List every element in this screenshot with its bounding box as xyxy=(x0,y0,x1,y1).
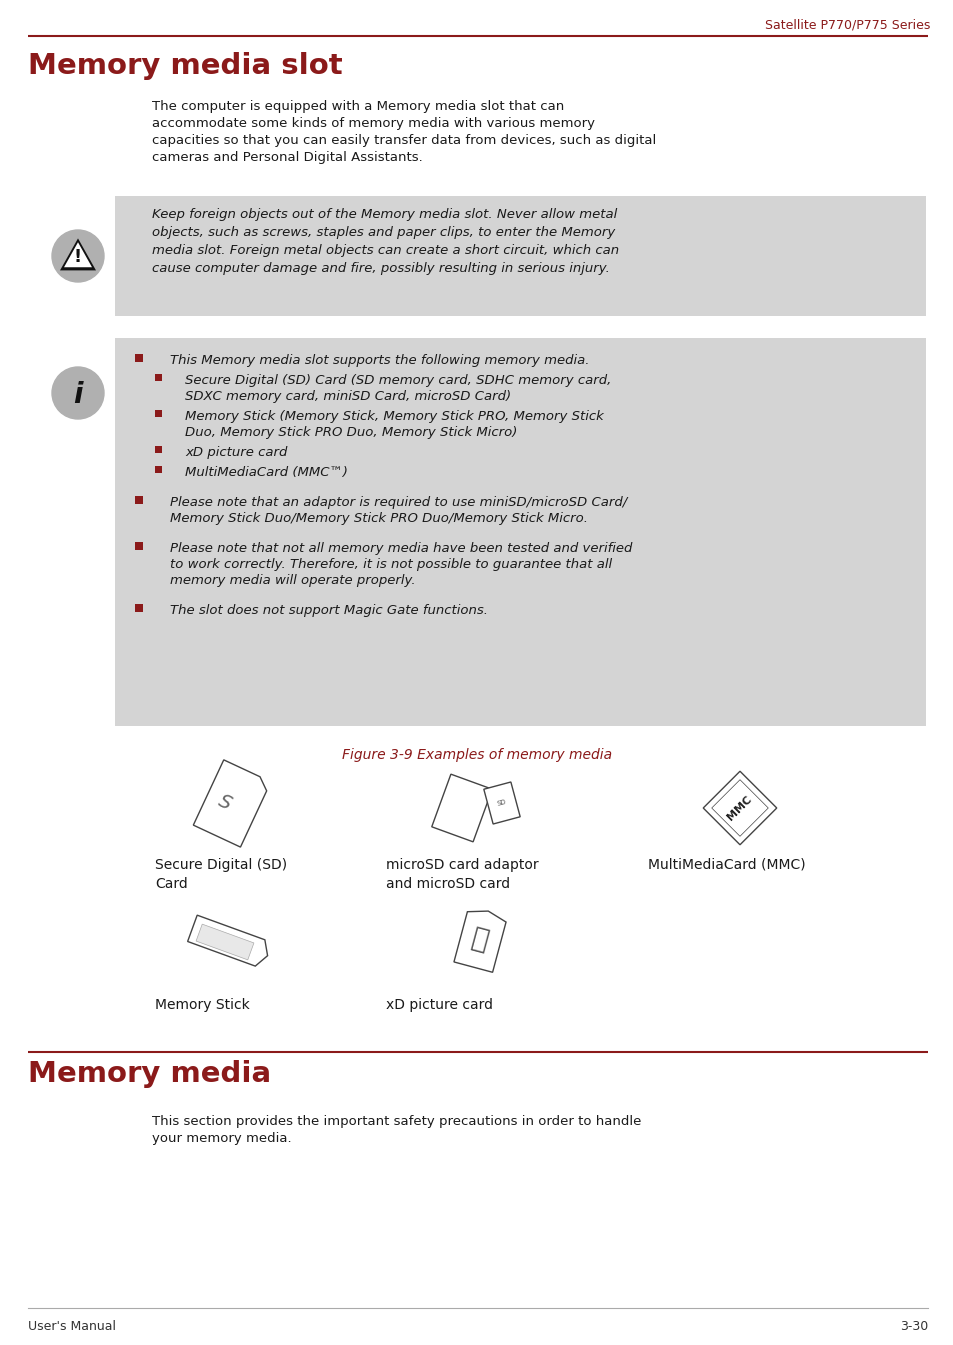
Text: Duo, Memory Stick PRO Duo, Memory Stick Micro): Duo, Memory Stick PRO Duo, Memory Stick … xyxy=(185,426,517,438)
Text: The slot does not support Magic Gate functions.: The slot does not support Magic Gate fun… xyxy=(170,604,488,617)
Text: The computer is equipped with a Memory media slot that can: The computer is equipped with a Memory m… xyxy=(152,100,563,113)
Circle shape xyxy=(52,367,104,420)
Text: i: i xyxy=(73,381,83,409)
Polygon shape xyxy=(702,771,776,845)
Text: Memory Stick Duo/Memory Stick PRO Duo/Memory Stick Micro.: Memory Stick Duo/Memory Stick PRO Duo/Me… xyxy=(170,512,587,525)
Text: Please note that an adaptor is required to use miniSD/microSD Card/: Please note that an adaptor is required … xyxy=(170,496,626,508)
Polygon shape xyxy=(64,242,91,268)
Text: Memory Stick (Memory Stick, Memory Stick PRO, Memory Stick: Memory Stick (Memory Stick, Memory Stick… xyxy=(185,410,603,422)
Text: SD: SD xyxy=(497,799,507,807)
Text: Memory media: Memory media xyxy=(28,1060,271,1088)
Text: S: S xyxy=(215,792,234,814)
Text: cameras and Personal Digital Assistants.: cameras and Personal Digital Assistants. xyxy=(152,151,422,164)
Bar xyxy=(154,410,162,417)
Polygon shape xyxy=(60,238,96,270)
Text: Satellite P770/P775 Series: Satellite P770/P775 Series xyxy=(763,17,929,31)
Text: microSD card adaptor
and microSD card: microSD card adaptor and microSD card xyxy=(386,858,538,892)
Text: !: ! xyxy=(74,247,82,266)
Bar xyxy=(154,447,162,453)
Text: User's Manual: User's Manual xyxy=(28,1319,116,1333)
Polygon shape xyxy=(188,915,267,966)
Polygon shape xyxy=(193,760,267,847)
Text: Memory Stick: Memory Stick xyxy=(154,998,250,1011)
Text: 3-30: 3-30 xyxy=(899,1319,927,1333)
Text: your memory media.: your memory media. xyxy=(152,1132,292,1145)
Text: accommodate some kinds of memory media with various memory: accommodate some kinds of memory media w… xyxy=(152,117,595,130)
Bar xyxy=(154,465,162,473)
Bar xyxy=(135,542,143,550)
Polygon shape xyxy=(483,781,519,824)
Text: cause computer damage and fire, possibly resulting in serious injury.: cause computer damage and fire, possibly… xyxy=(152,262,609,274)
Polygon shape xyxy=(196,924,253,960)
Text: to work correctly. Therefore, it is not possible to guarantee that all: to work correctly. Therefore, it is not … xyxy=(170,558,612,572)
Bar xyxy=(115,196,925,316)
Polygon shape xyxy=(454,911,505,972)
Bar xyxy=(135,354,143,362)
Text: MultiMediaCard (MMC™): MultiMediaCard (MMC™) xyxy=(185,465,348,479)
Text: MMC: MMC xyxy=(725,794,754,822)
Text: SDXC memory card, miniSD Card, microSD Card): SDXC memory card, miniSD Card, microSD C… xyxy=(185,390,511,403)
Text: Secure Digital (SD) Card (SD memory card, SDHC memory card,: Secure Digital (SD) Card (SD memory card… xyxy=(185,374,611,387)
Bar xyxy=(135,496,143,504)
Text: MultiMediaCard (MMC): MultiMediaCard (MMC) xyxy=(647,858,804,872)
Text: Secure Digital (SD)
Card: Secure Digital (SD) Card xyxy=(154,858,287,892)
Text: capacities so that you can easily transfer data from devices, such as digital: capacities so that you can easily transf… xyxy=(152,134,656,147)
Bar xyxy=(115,338,925,726)
Bar xyxy=(135,604,143,612)
Text: objects, such as screws, staples and paper clips, to enter the Memory: objects, such as screws, staples and pap… xyxy=(152,226,615,239)
Polygon shape xyxy=(711,780,767,837)
Text: Figure 3-9 Examples of memory media: Figure 3-9 Examples of memory media xyxy=(341,748,612,763)
Text: Please note that not all memory media have been tested and verified: Please note that not all memory media ha… xyxy=(170,542,632,555)
Text: This section provides the important safety precautions in order to handle: This section provides the important safe… xyxy=(152,1115,640,1128)
Text: xD picture card: xD picture card xyxy=(386,998,493,1011)
Polygon shape xyxy=(432,775,492,842)
Text: ⦿: ⦿ xyxy=(468,924,491,956)
Text: media slot. Foreign metal objects can create a short circuit, which can: media slot. Foreign metal objects can cr… xyxy=(152,243,618,257)
Text: xD picture card: xD picture card xyxy=(185,447,287,459)
Text: Keep foreign objects out of the Memory media slot. Never allow metal: Keep foreign objects out of the Memory m… xyxy=(152,208,617,221)
Text: memory media will operate properly.: memory media will operate properly. xyxy=(170,574,416,586)
Circle shape xyxy=(52,230,104,282)
Text: This Memory media slot supports the following memory media.: This Memory media slot supports the foll… xyxy=(170,354,589,367)
Text: Memory media slot: Memory media slot xyxy=(28,52,342,79)
Bar xyxy=(154,374,162,381)
